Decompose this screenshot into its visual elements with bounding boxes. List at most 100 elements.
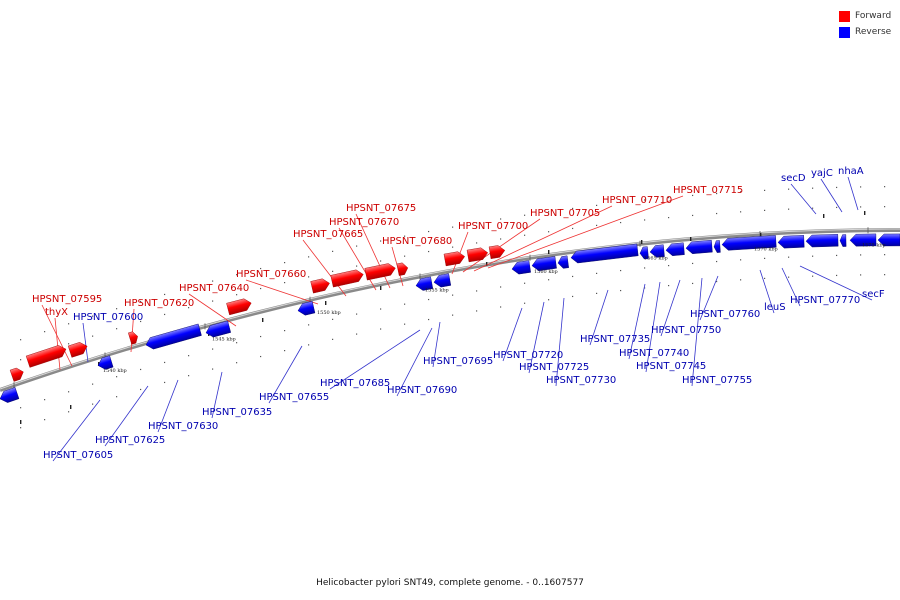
leader-line [268,345,303,404]
leader-line [473,205,613,272]
guide-dot [212,300,214,302]
guide-dot [140,388,142,391]
guide-dot [116,328,118,330]
gene-shape [466,247,488,263]
scale-label: 1550 kbp [317,310,341,316]
legend: Forward Reverse [839,9,891,41]
gene-label: HPSNT_07670 [329,217,399,228]
guide-mark [486,262,488,266]
leader-line [329,329,421,390]
gene-label: secD [781,173,806,184]
gene-label: thyX [45,307,68,318]
reverse-gene-arrow [849,233,877,247]
guide-dot [788,208,790,210]
guide-dot [356,333,358,335]
guide-dot [308,276,310,278]
leader-line [759,269,775,314]
leader-line [396,327,433,397]
leader-line [628,283,646,360]
gene-label: HPSNT_07715 [673,185,743,196]
guide-dot [140,320,142,323]
gene-shape [297,301,316,316]
guide-dot [188,375,190,377]
leader-line [130,308,135,353]
guide-dot [284,350,286,352]
reverse-gene-arrow [639,246,649,260]
leader-line [211,371,223,419]
leader-line [188,293,237,327]
gene-shape [396,262,409,276]
gene-shape [488,245,506,259]
guide-dot [452,294,454,296]
gene-shape [511,260,531,275]
gene-label: HPSNT_07680 [382,236,452,247]
guide-dot [524,302,526,304]
reverse-gene-arrow [97,355,114,370]
leader-line [82,322,89,363]
reverse-gene-arrow [415,276,434,291]
guide-dot [356,245,358,247]
guide-dot [764,257,766,259]
guide-dot [212,280,214,282]
guide-dot [596,272,598,275]
guide-dot [212,348,214,350]
guide-dot [92,403,94,405]
reverse-gene-arrow [511,260,531,275]
guide-dot [668,284,670,287]
leader-line [645,281,661,373]
gene-shape [777,235,805,249]
guide-dot [644,199,646,201]
guide-mark [864,211,866,215]
gene-shape [226,298,252,316]
gene-shape [570,243,639,264]
reverse-gene-arrow [205,320,231,338]
guide-dot [548,299,550,301]
guide-dot [284,282,286,284]
guide-dot [524,214,526,216]
guide-dot [596,204,598,207]
gene-label: HPSNT_07605 [43,450,113,461]
guide-dot [884,274,886,276]
guide-mark [823,214,825,218]
gene-shape [849,233,877,247]
gene-label: HPSNT_07685 [320,378,390,389]
guide-dot [884,254,886,256]
reverse-gene-arrow [145,323,202,350]
guide-dot [524,282,526,284]
guide-dot [692,194,694,197]
reverse-gene-arrow [685,239,713,254]
guide-dot [716,192,718,195]
gene-features [0,233,900,403]
gene-shape [67,342,88,358]
guide-dot [500,286,502,288]
gene-shape [713,240,721,253]
gene-label: HPSNT_07705 [530,208,600,219]
guide-dot [740,211,742,213]
gene-label: HPSNT_07700 [458,221,528,232]
guide-mark [325,301,327,305]
guide-dot [668,264,670,267]
guide-dot [740,279,742,281]
guide-dot [668,196,670,199]
guide-dot [644,219,646,221]
reverse-gene-arrow [839,234,847,247]
leader-line [528,301,545,374]
guide-dot [20,407,22,409]
guide-dot [692,282,694,285]
guide-dot [836,254,838,257]
guide-dot [404,235,406,237]
reverse-gene-arrow [805,234,839,248]
reverse-gene-arrow [877,233,900,247]
guide-dot [92,383,94,385]
guide-dot [692,214,694,217]
guide-dot [20,427,22,429]
guide-dot [308,256,310,258]
guide-dot [140,368,142,371]
guide-dot [500,238,502,240]
guide-dot [92,315,94,317]
guide-dot [884,206,886,208]
guide-dot [740,191,742,193]
scale-label: 1545 kbp [212,336,236,342]
guide-dot [236,274,238,276]
gene-label: HPSNT_07725 [519,362,589,373]
